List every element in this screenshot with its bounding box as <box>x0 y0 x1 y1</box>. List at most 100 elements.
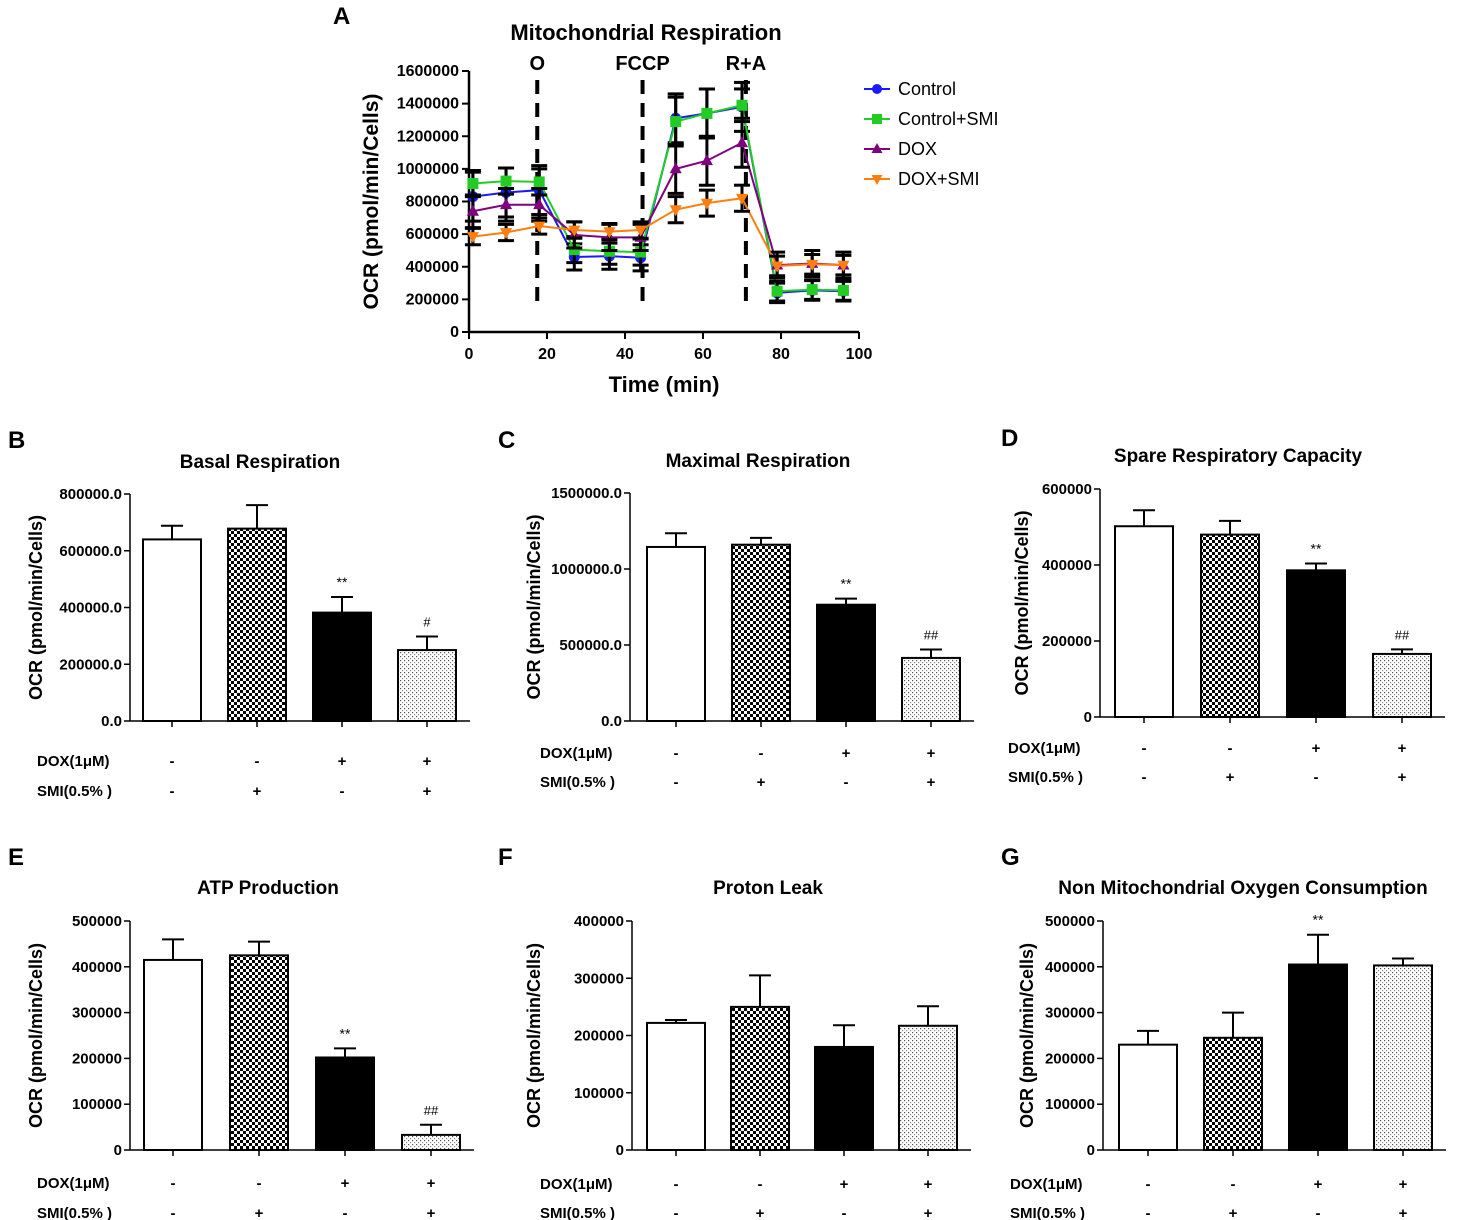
dox-sign: + <box>341 1175 350 1192</box>
data-point <box>837 260 850 272</box>
data-point <box>871 175 883 185</box>
chart-title: Maximal Respiration <box>666 451 851 472</box>
data-point <box>634 225 647 237</box>
smi-label: SMI(0.5% ) <box>37 783 112 800</box>
bar <box>229 954 289 1151</box>
chart-title: Spare Respiratory Capacity <box>1114 446 1363 467</box>
y-tick-label: 1400000 <box>397 96 459 113</box>
data-point <box>872 114 882 124</box>
y-tick-label: 0 <box>616 1142 624 1159</box>
bar <box>1286 569 1346 718</box>
bar <box>730 1005 790 1151</box>
panel-b: B Basal Respiration OCR (pmol/min/Cells) 0.… <box>8 427 470 800</box>
y-tick-label: 400000 <box>1045 959 1095 976</box>
x-tick-label: 60 <box>694 346 712 363</box>
data-point <box>500 228 513 240</box>
y-tick-label: 500000 <box>72 913 122 930</box>
bar <box>312 611 372 722</box>
chart-title: Non Mitochondrial Oxygen Consumption <box>1058 878 1427 899</box>
significance-marker: ** <box>337 574 348 590</box>
y-axis-label: OCR (pmol/min/Cells) <box>524 514 544 699</box>
y-tick-label: 200000 <box>1045 1050 1095 1067</box>
data-point <box>533 221 546 233</box>
panel-f: F Proton Leak OCR (pmol/min/Cells) 0 100000 2… <box>498 844 971 1220</box>
data-point <box>533 176 545 188</box>
y-tick-label: 400000.0 <box>59 600 122 617</box>
y-tick-label: 0.0 <box>101 713 122 730</box>
dox-sign: - <box>255 753 260 770</box>
smi-sign: - <box>674 774 679 791</box>
panel-e: E ATP Production OCR (pmol/min/Cells) 0 1000… <box>8 844 474 1220</box>
data-point <box>771 285 783 297</box>
panel-label-e: E <box>8 844 24 871</box>
smi-sign: + <box>757 774 766 791</box>
injection-label: R+A <box>726 53 767 75</box>
y-tick-label: 100000 <box>72 1096 122 1113</box>
bar <box>1118 1043 1178 1152</box>
legend: Control Control+SMI DOX DOX+SMI <box>864 79 999 189</box>
bar <box>1373 964 1433 1152</box>
smi-sign: + <box>756 1205 765 1220</box>
bar <box>142 538 202 723</box>
y-tick-label: 600000.0 <box>59 543 122 560</box>
y-tick-label: 600000 <box>406 226 459 243</box>
smi-sign: - <box>1316 1205 1321 1220</box>
data-point <box>700 198 713 210</box>
data-point <box>635 246 647 258</box>
dox-label: DOX(1μM) <box>1010 1176 1083 1193</box>
data-point <box>466 232 479 244</box>
y-tick-label: 1000000 <box>397 161 459 178</box>
injection-label: FCCP <box>615 53 669 75</box>
chart-title: Proton Leak <box>713 878 823 899</box>
smi-sign: - <box>1142 769 1147 786</box>
significance-marker: ## <box>924 628 939 643</box>
data-point <box>533 198 546 210</box>
y-axis-label: OCR (pmol/min/Cells) <box>1017 943 1037 1128</box>
significance-marker: ** <box>1311 540 1322 556</box>
y-tick-label: 1600000 <box>397 63 459 80</box>
panel-g: G Non Mitochondrial Oxygen Consumption OCR… <box>1001 844 1446 1220</box>
y-tick-label: 400000 <box>1042 557 1092 574</box>
dox-sign: + <box>1314 1176 1323 1193</box>
data-point <box>771 261 784 273</box>
series-control <box>464 80 852 305</box>
dox-sign: - <box>674 1176 679 1193</box>
x-tick-label: 40 <box>616 346 634 363</box>
y-tick-label: 200000 <box>574 1028 624 1045</box>
smi-label: SMI(0.5% ) <box>1010 1205 1085 1220</box>
data-point <box>736 99 748 111</box>
y-axis-label: OCR (pmol/min/Cells) <box>26 515 46 700</box>
significance-marker: ** <box>1313 912 1324 928</box>
data-point <box>669 205 682 217</box>
data-point <box>837 284 849 296</box>
chart-title: Mitochondrial Respiration <box>510 20 781 45</box>
data-point <box>701 107 713 119</box>
bar <box>816 603 876 722</box>
y-tick-label: 100000 <box>574 1085 624 1102</box>
panel-label-d: D <box>1001 425 1018 452</box>
legend-entry: DOX <box>898 139 937 159</box>
dox-label: DOX(1μM) <box>540 745 613 762</box>
data-point <box>568 225 581 237</box>
x-tick-label: 20 <box>538 346 556 363</box>
dox-sign: + <box>842 745 851 762</box>
y-tick-label: 0 <box>1084 709 1092 726</box>
y-tick-label: 0 <box>114 1142 122 1159</box>
dox-sign: + <box>427 1175 436 1192</box>
data-point <box>568 244 580 256</box>
x-tick-label: 100 <box>846 346 873 363</box>
y-tick-label: 1500000.0 <box>551 485 622 502</box>
smi-sign: + <box>1398 769 1407 786</box>
legend-entry: Control <box>898 79 956 99</box>
bar <box>901 656 961 722</box>
smi-sign: + <box>927 774 936 791</box>
smi-sign: - <box>171 1205 176 1220</box>
y-tick-label: 200000 <box>406 291 459 308</box>
y-tick-label: 500000.0 <box>559 637 622 654</box>
smi-label: SMI(0.5% ) <box>37 1205 112 1220</box>
smi-sign: + <box>924 1205 933 1220</box>
y-tick-label: 100000 <box>1045 1096 1095 1113</box>
dox-sign: + <box>927 745 936 762</box>
y-tick-label: 800000 <box>406 194 459 211</box>
smi-sign: - <box>170 783 175 800</box>
